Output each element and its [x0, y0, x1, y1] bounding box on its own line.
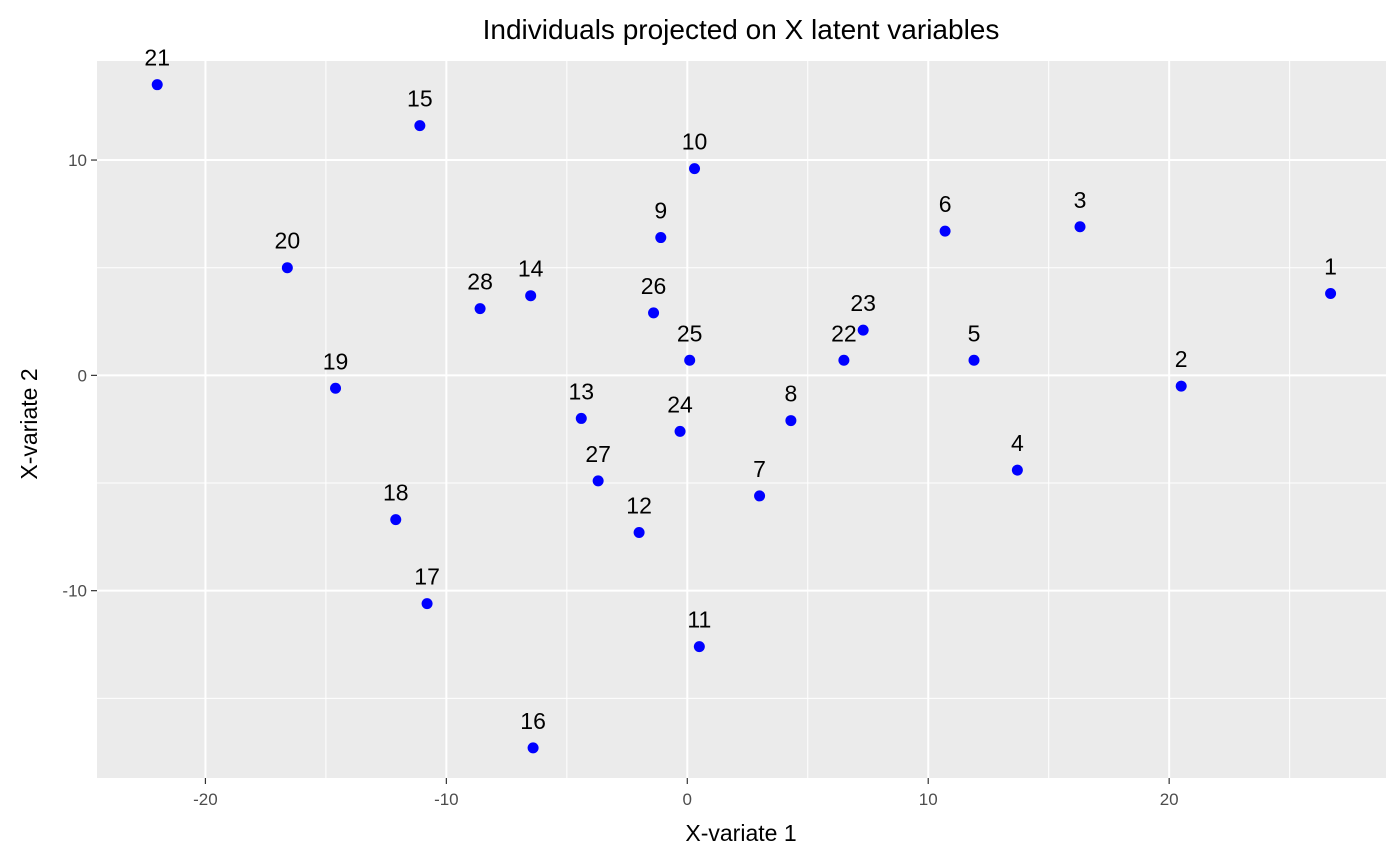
data-point-12 — [633, 527, 645, 539]
data-point-16 — [527, 742, 539, 754]
chart-title: Individuals projected on X latent variab… — [483, 14, 1000, 45]
x-axis: -20 -10 0 10 20 — [193, 778, 1179, 809]
point-label-1: 1 — [1324, 254, 1337, 280]
data-point-9 — [655, 232, 667, 244]
point-label-10: 10 — [682, 129, 708, 155]
point-label-3: 3 — [1074, 187, 1087, 213]
data-point-13 — [575, 412, 587, 424]
x-tick-label: 0 — [683, 790, 692, 809]
data-point-25 — [684, 354, 696, 366]
point-label-19: 19 — [323, 348, 349, 374]
data-point-3 — [1074, 221, 1086, 233]
point-label-16: 16 — [520, 708, 546, 734]
y-tick-label: 10 — [68, 151, 87, 170]
point-label-26: 26 — [641, 273, 667, 299]
minor-gridlines — [97, 61, 1386, 778]
data-point-27 — [592, 475, 604, 487]
data-point-8 — [785, 415, 797, 427]
point-label-23: 23 — [850, 290, 876, 316]
point-label-11: 11 — [687, 607, 711, 633]
point-label-27: 27 — [585, 441, 611, 467]
data-point-11 — [693, 641, 705, 653]
data-point-28 — [474, 303, 486, 315]
point-label-21: 21 — [144, 45, 170, 71]
data-point-1 — [1325, 288, 1337, 300]
y-tick-label: 0 — [78, 366, 87, 385]
point-label-8: 8 — [784, 381, 797, 407]
point-label-20: 20 — [275, 228, 301, 254]
y-axis: -10 0 10 — [62, 151, 97, 601]
x-tick-label: -20 — [193, 790, 218, 809]
point-label-13: 13 — [568, 378, 594, 404]
point-label-22: 22 — [831, 320, 857, 346]
x-axis-title: X-variate 1 — [685, 820, 796, 846]
data-point-21 — [151, 79, 163, 91]
data-point-7 — [754, 490, 766, 502]
point-label-7: 7 — [753, 456, 766, 482]
point-label-12: 12 — [626, 493, 652, 519]
data-point-2 — [1175, 380, 1187, 392]
data-point-15 — [414, 120, 426, 132]
point-label-24: 24 — [667, 391, 693, 417]
point-label-25: 25 — [677, 320, 703, 346]
point-labels: 1234567891011121314151617181920212223242… — [144, 45, 1337, 734]
data-point-18 — [390, 514, 402, 526]
point-label-5: 5 — [968, 320, 981, 346]
data-point-24 — [674, 425, 686, 437]
major-gridlines — [97, 61, 1386, 778]
data-points — [151, 79, 1337, 754]
data-point-6 — [939, 225, 951, 237]
data-point-23 — [857, 324, 869, 336]
y-tick-label: -10 — [62, 582, 87, 601]
y-axis-title: X-variate 2 — [16, 368, 42, 479]
x-tick-label: 20 — [1160, 790, 1179, 809]
point-label-2: 2 — [1175, 346, 1188, 372]
data-point-19 — [330, 382, 342, 394]
data-point-5 — [968, 354, 980, 366]
data-point-4 — [1011, 464, 1023, 476]
point-label-17: 17 — [414, 564, 440, 590]
plot-panel — [97, 61, 1386, 778]
data-point-26 — [648, 307, 660, 319]
data-point-14 — [525, 290, 537, 302]
point-label-6: 6 — [939, 191, 952, 217]
x-tick-label: -10 — [434, 790, 459, 809]
point-label-15: 15 — [407, 86, 433, 112]
point-label-28: 28 — [467, 269, 493, 295]
data-point-20 — [281, 262, 293, 274]
point-label-18: 18 — [383, 480, 409, 506]
point-label-9: 9 — [654, 198, 667, 224]
data-point-17 — [421, 598, 433, 610]
x-tick-label: 10 — [919, 790, 938, 809]
point-label-4: 4 — [1011, 430, 1024, 456]
point-label-14: 14 — [518, 256, 544, 282]
data-point-22 — [838, 354, 850, 366]
data-point-10 — [689, 163, 701, 175]
